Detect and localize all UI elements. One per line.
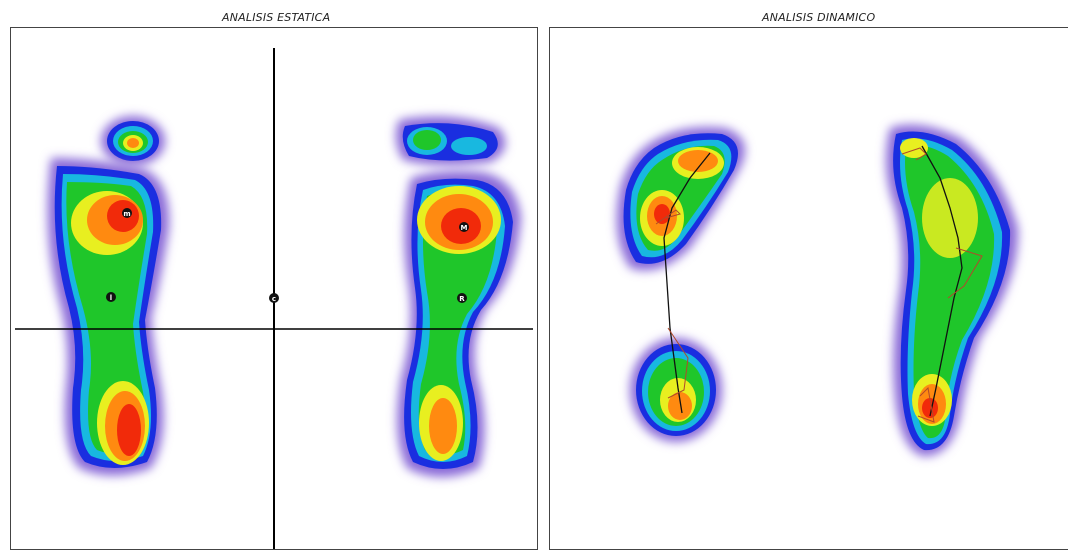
static-analysis-panel: m l c M R — [10, 27, 538, 550]
marker-center: c — [269, 293, 279, 303]
static-heatmap: m l c M R — [15, 48, 533, 549]
marker-right-midfoot: R — [457, 293, 467, 303]
static-panel-title: ANALISIS ESTATICA — [222, 11, 331, 24]
dynamic-analysis-panel — [549, 27, 1068, 550]
dynamic-left-forefoot — [616, 127, 745, 271]
marker-left-forefoot: m — [122, 208, 132, 218]
svg-text:m: m — [123, 210, 130, 218]
left-foot-print — [47, 116, 170, 476]
right-sole-blob — [397, 170, 521, 477]
marker-right-forefoot: M — [459, 222, 469, 232]
right-gait-trajectory — [901, 145, 983, 423]
dynamic-left-heel — [630, 338, 722, 442]
svg-text:l: l — [110, 294, 112, 302]
dynamic-heatmap — [616, 124, 1019, 457]
svg-text:R: R — [459, 295, 465, 303]
left-sole-blob — [47, 158, 170, 476]
right-foot-print — [395, 116, 521, 477]
right-toe-blob — [395, 116, 506, 166]
dynamic-right-foot — [886, 124, 1019, 457]
left-gait-trajectory — [655, 152, 711, 414]
marker-left-midfoot: l — [106, 292, 116, 302]
svg-text:c: c — [272, 295, 276, 303]
dynamic-panel-title: ANALISIS DINAMICO — [762, 11, 876, 24]
svg-text:M: M — [461, 224, 468, 232]
left-toe-blob — [101, 116, 165, 166]
